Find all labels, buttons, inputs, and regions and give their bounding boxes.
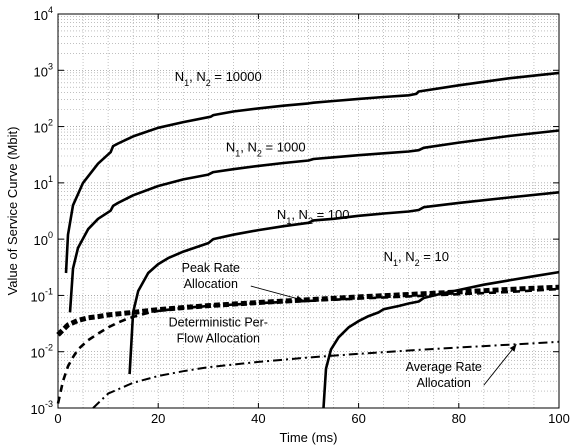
- x-tick-label: 20: [151, 411, 165, 426]
- series-line-3: [128, 191, 560, 375]
- series-label-4: N1, N2 = 10: [384, 249, 449, 268]
- series-label-2: N1, N2 = 1000: [226, 140, 306, 159]
- y-tick-label: 104: [34, 5, 53, 23]
- x-tick-label: 0: [54, 411, 61, 426]
- x-tick-label: 100: [548, 411, 570, 426]
- y-tick-label: 10-2: [31, 343, 53, 361]
- y-tick-label: 10-3: [31, 399, 53, 417]
- y-tick-label: 100: [34, 230, 53, 248]
- annotation-text-7: Average Rate: [406, 360, 482, 374]
- series-line-4: [322, 270, 560, 409]
- x-axis-ticks: 0 20 40 60 80 100: [54, 14, 570, 426]
- series-line-1: [64, 71, 560, 274]
- series-line-6: [56, 287, 560, 404]
- series-label-3: N1, N2 = 100: [277, 207, 350, 226]
- series-line-2: [68, 129, 560, 313]
- annotation-arrow-line: [483, 344, 517, 386]
- annotation-text-6: Deterministic Per-: [169, 316, 268, 330]
- x-tick-label: 40: [251, 411, 265, 426]
- series-label-1: N1, N2 = 10000: [175, 69, 262, 88]
- y-tick-label: 103: [34, 61, 53, 79]
- x-tick-label: 60: [351, 411, 365, 426]
- series-line-7: [92, 340, 560, 409]
- series-layer: [56, 71, 560, 409]
- annotation-layer: N1, N2 = 10000 N1, N2 = 1000 N1, N2 = 100 N…: [169, 69, 517, 390]
- x-axis-label: Time (ms): [279, 430, 337, 445]
- y-tick-label: 101: [34, 174, 53, 192]
- annotation-text-5: Allocation: [184, 277, 238, 291]
- grid: [58, 14, 559, 408]
- annotation-arrow-line: [250, 285, 304, 301]
- annotation-text-5: Peak Rate: [182, 261, 240, 275]
- y-axis-label: Value of Service Curve (Mbit): [5, 127, 20, 296]
- plot-frame: [57, 13, 560, 409]
- y-tick-label: 102: [34, 118, 53, 136]
- annotation-text-6: Flow Allocation: [177, 332, 260, 346]
- y-tick-label: 10-1: [31, 286, 53, 304]
- y-axis-ticks: 10-3 10-2 10-1 100 101 102 103 104: [31, 5, 559, 417]
- annotation-text-7: Allocation: [417, 376, 471, 390]
- annotation-arrow-head: [509, 344, 517, 352]
- x-tick-label: 80: [452, 411, 466, 426]
- annotation-arrow-head: [296, 295, 304, 302]
